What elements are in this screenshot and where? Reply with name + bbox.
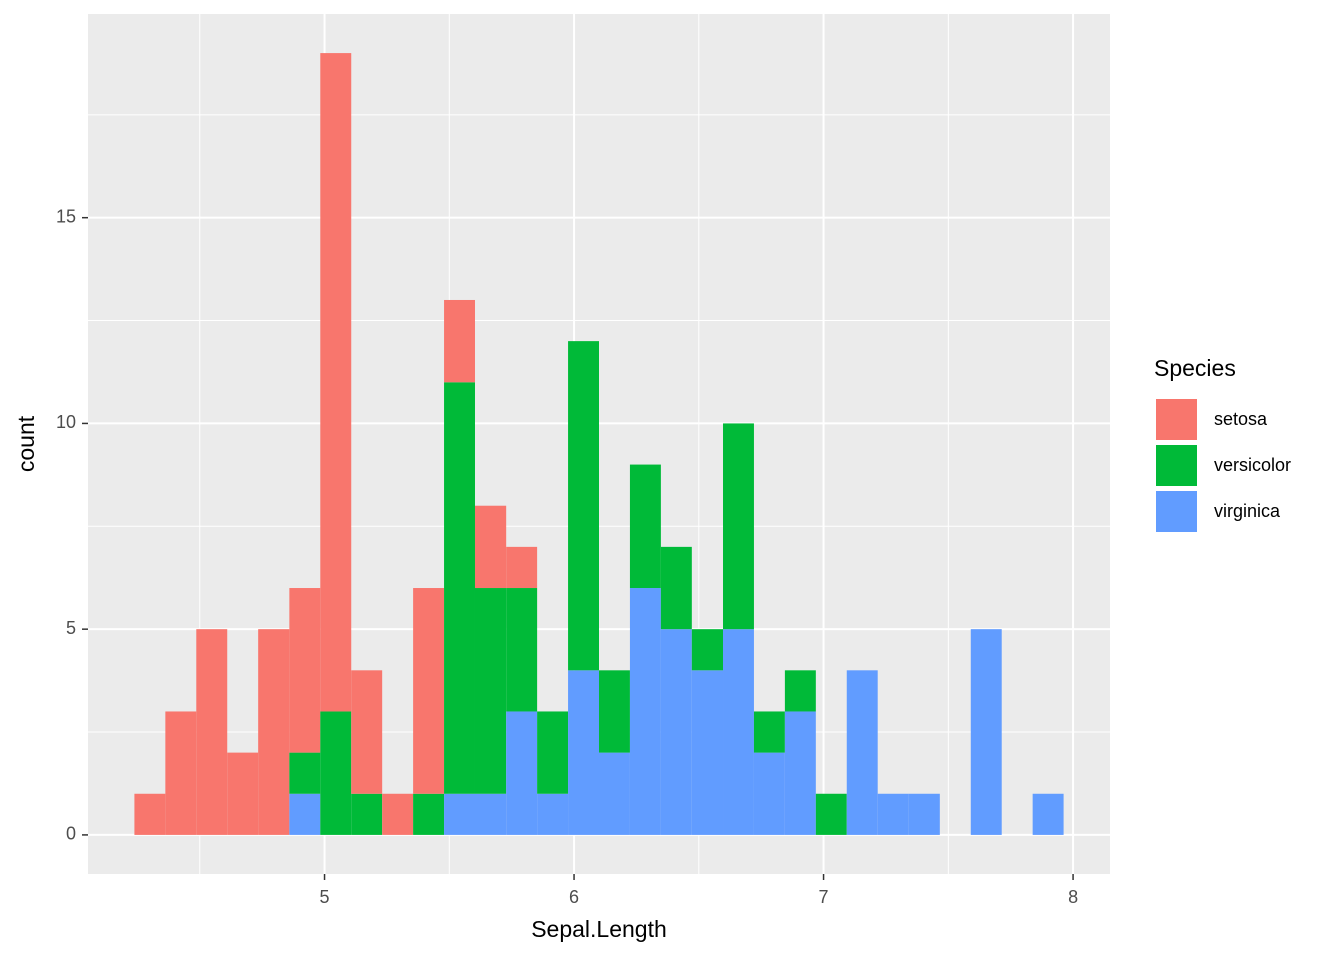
bar xyxy=(1032,793,1064,835)
legend-swatch xyxy=(1154,443,1199,488)
legend-label: versicolor xyxy=(1214,455,1291,475)
bar xyxy=(753,752,785,835)
bar xyxy=(444,299,475,383)
y-tick-label: 0 xyxy=(66,824,76,844)
legend-swatch xyxy=(1154,397,1199,442)
bar xyxy=(474,588,507,794)
bar xyxy=(629,588,661,835)
bar xyxy=(413,588,445,794)
legend-title: Species xyxy=(1154,355,1236,381)
bar xyxy=(320,711,352,835)
bar xyxy=(134,793,166,835)
bar xyxy=(351,793,383,835)
bar xyxy=(227,752,259,835)
bars xyxy=(134,53,1064,835)
legend-label: setosa xyxy=(1214,409,1268,429)
bar xyxy=(537,793,569,835)
bar xyxy=(723,629,754,835)
bar xyxy=(753,711,785,753)
bar xyxy=(660,546,692,630)
bar xyxy=(289,793,321,835)
x-tick-label: 7 xyxy=(819,887,829,907)
bar xyxy=(568,341,599,671)
bar xyxy=(320,53,352,712)
bar xyxy=(413,793,445,835)
bar xyxy=(474,793,507,835)
bar xyxy=(599,752,630,835)
bar xyxy=(537,711,569,794)
bar xyxy=(784,670,816,712)
bar xyxy=(970,629,1002,835)
y-tick-label: 10 xyxy=(56,412,76,432)
bar xyxy=(506,588,538,712)
bar xyxy=(723,423,754,630)
bar xyxy=(506,546,538,589)
y-axis-title: count xyxy=(13,415,39,472)
bar xyxy=(165,711,197,835)
x-tick-label: 6 xyxy=(569,887,579,907)
bar xyxy=(599,670,630,753)
bar xyxy=(660,629,692,835)
bar xyxy=(629,464,661,589)
bar xyxy=(289,752,321,794)
bar xyxy=(691,629,724,671)
bar xyxy=(258,629,290,835)
bar xyxy=(382,793,414,835)
bar xyxy=(196,629,228,835)
bar xyxy=(506,711,538,835)
bar xyxy=(877,793,909,835)
x-tick-label: 5 xyxy=(320,887,330,907)
bar xyxy=(784,711,816,835)
bar xyxy=(474,505,507,589)
bar xyxy=(568,670,599,835)
bar xyxy=(691,670,724,835)
legend-label: virginica xyxy=(1214,501,1281,521)
bar xyxy=(351,670,383,794)
legend-swatch xyxy=(1154,489,1199,534)
bar xyxy=(444,793,475,835)
bar xyxy=(444,382,475,794)
y-tick-label: 5 xyxy=(66,618,76,638)
bar xyxy=(846,670,878,835)
x-tick-label: 8 xyxy=(1068,887,1078,907)
bar xyxy=(289,588,321,753)
bar xyxy=(815,793,847,835)
y-tick-label: 15 xyxy=(56,206,76,226)
x-axis-title: Sepal.Length xyxy=(531,916,667,942)
bar xyxy=(908,793,940,835)
